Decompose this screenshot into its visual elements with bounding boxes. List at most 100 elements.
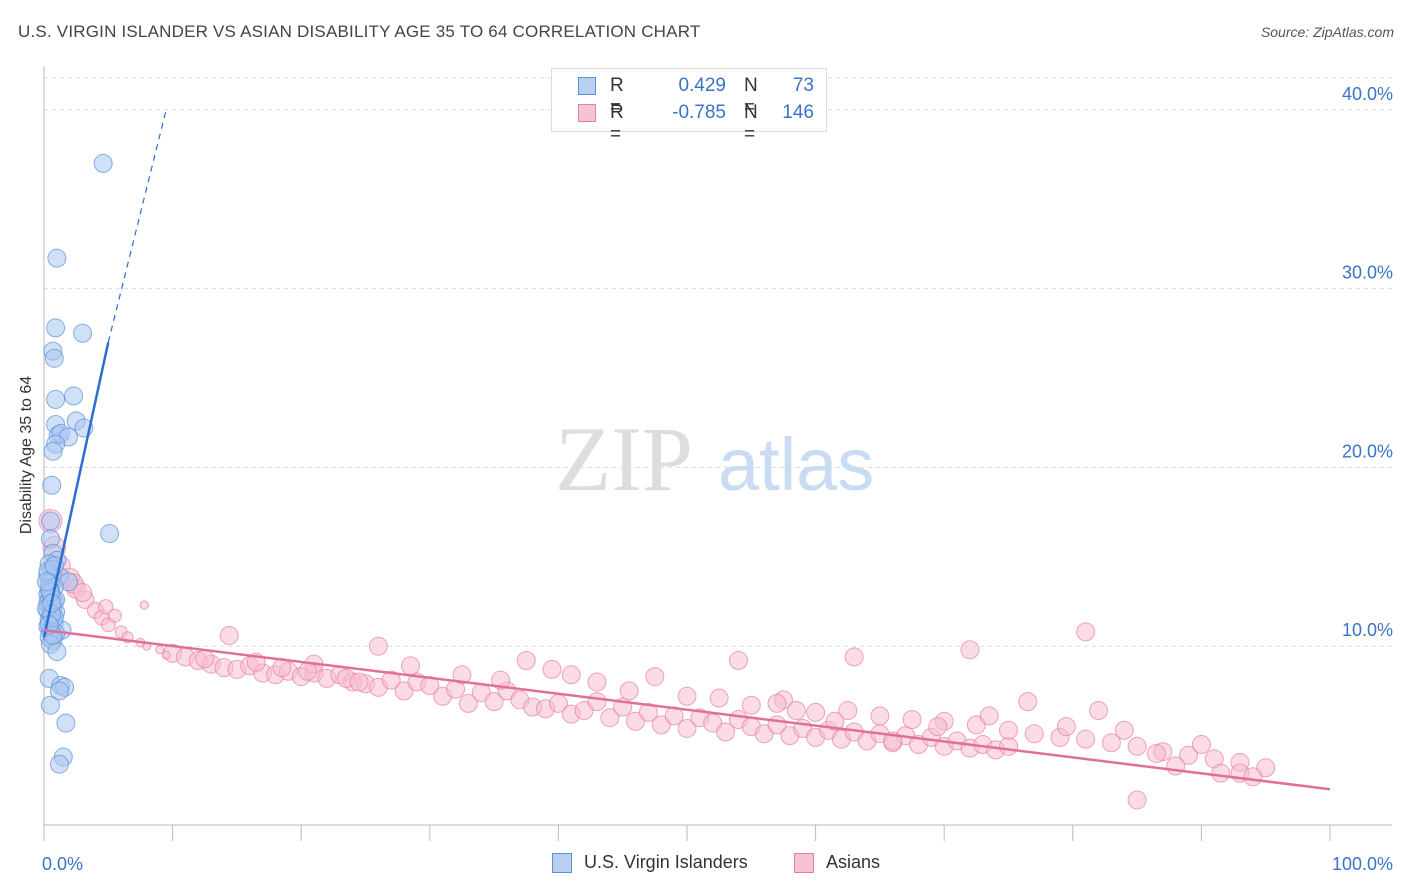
series-virgin-islanders	[37, 153, 120, 774]
data-point	[1166, 756, 1186, 776]
data-point	[98, 599, 114, 615]
data-point	[93, 153, 113, 173]
legend-r-label: R =	[610, 75, 624, 118]
data-point	[1114, 720, 1134, 740]
data-point	[728, 650, 748, 670]
data-point	[716, 722, 736, 742]
data-point	[902, 710, 922, 730]
watermark-atlas: atlas	[718, 423, 874, 506]
data-point	[349, 672, 369, 692]
data-point	[401, 656, 421, 676]
data-point	[1076, 729, 1096, 749]
chart-title: U.S. VIRGIN ISLANDER VS ASIAN DISABILITY…	[18, 22, 701, 41]
data-point	[1179, 745, 1199, 765]
data-point	[43, 441, 63, 461]
data-point	[844, 647, 864, 667]
data-point	[458, 693, 478, 713]
data-point	[37, 572, 57, 592]
data-point	[368, 636, 388, 656]
watermark: ZIP atlas	[555, 408, 874, 510]
data-point	[42, 475, 62, 495]
data-point	[741, 695, 761, 715]
data-point	[806, 702, 826, 722]
legend-r-value: -0.785	[672, 102, 726, 123]
x-tick-label-max: 100.0%	[1332, 854, 1393, 874]
data-point	[960, 640, 980, 660]
trend-lines	[42, 109, 1331, 791]
data-point	[600, 708, 620, 728]
legend-swatch-blue	[578, 77, 596, 95]
data-point	[542, 659, 562, 679]
data-point	[838, 701, 858, 721]
data-point	[645, 667, 665, 687]
legend-label: U.S. Virgin Islanders	[584, 852, 748, 872]
legend-n-value: 146	[782, 102, 814, 123]
data-point	[1146, 743, 1166, 763]
data-point	[155, 645, 165, 655]
data-point	[49, 754, 69, 774]
y-tick-labels: 10.0% 20.0% 30.0% 40.0%	[1342, 84, 1393, 640]
data-point	[1024, 724, 1044, 744]
series-asians	[38, 509, 1276, 810]
legend-n-value: 73	[792, 75, 814, 96]
legend-r-label: R =	[610, 102, 624, 145]
y-axis-label: Disability Age 35 to 64	[18, 375, 35, 535]
data-point	[979, 706, 999, 726]
data-point	[298, 661, 318, 681]
data-point	[46, 318, 66, 338]
data-point	[1191, 735, 1211, 755]
data-point	[73, 583, 93, 603]
trend-line-asians	[43, 628, 1331, 791]
data-point	[40, 695, 60, 715]
grid-lines	[44, 77, 1392, 647]
data-point	[709, 688, 729, 708]
data-point	[49, 681, 69, 701]
data-point	[561, 665, 581, 685]
chart-source: Source: ZipAtlas.com	[1260, 24, 1394, 40]
data-point	[677, 718, 697, 738]
data-point	[1056, 717, 1076, 737]
y-tick-label: 10.0%	[1342, 620, 1393, 640]
data-point	[767, 693, 787, 713]
data-point	[1018, 692, 1038, 712]
y-tick-label: 20.0%	[1342, 441, 1393, 461]
data-point	[64, 386, 84, 406]
data-point	[928, 717, 948, 737]
data-point	[420, 676, 440, 696]
watermark-zip: ZIP	[555, 408, 693, 510]
data-point	[677, 686, 697, 706]
y-tick-label: 30.0%	[1342, 263, 1393, 283]
data-point	[1101, 733, 1121, 753]
stats-legend: R = 0.429 N = 73 R = -0.785 N = 146	[551, 68, 827, 145]
data-point	[825, 711, 845, 731]
legend-swatch-pink	[578, 104, 596, 122]
legend-label: Asians	[826, 852, 881, 872]
data-point	[870, 706, 890, 726]
data-point	[1076, 622, 1096, 642]
data-point	[46, 389, 66, 409]
data-point	[139, 600, 150, 610]
legend-n-label: N =	[744, 102, 758, 145]
data-point	[47, 642, 67, 662]
data-point	[219, 625, 239, 645]
data-point	[484, 692, 504, 712]
x-tick-label-min: 0.0%	[42, 854, 83, 874]
legend-swatch-pink	[794, 853, 814, 873]
data-point	[161, 650, 171, 660]
data-point	[107, 608, 122, 623]
data-point	[73, 323, 93, 343]
data-point	[619, 681, 639, 701]
trend-line-virgin-islanders	[42, 341, 110, 638]
data-point	[1211, 763, 1231, 783]
legend-n-label: N =	[744, 75, 758, 118]
data-point	[587, 672, 607, 692]
data-point	[999, 736, 1018, 756]
legend-swatch-blue	[552, 853, 572, 873]
data-point	[1127, 790, 1147, 810]
data-point	[1127, 736, 1147, 756]
data-point	[491, 670, 511, 690]
data-point	[587, 692, 607, 712]
data-point	[44, 348, 64, 368]
data-point	[381, 670, 401, 690]
